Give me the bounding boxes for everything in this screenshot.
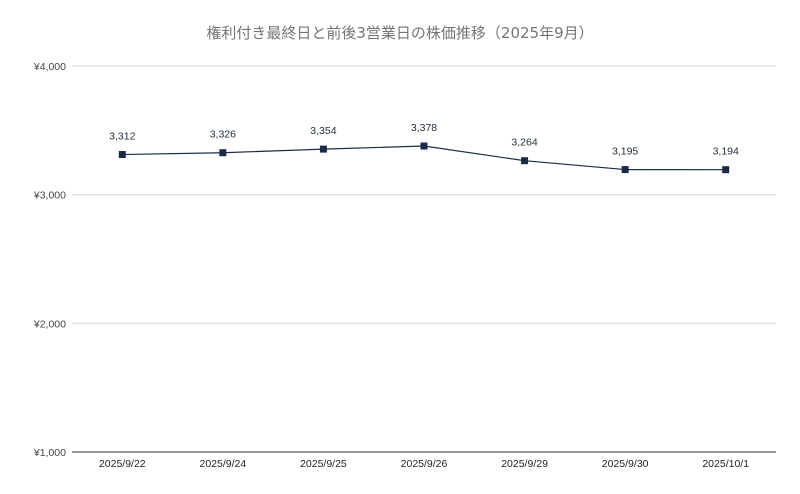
data-label: 3,195 [612, 146, 638, 158]
data-label: 3,312 [109, 131, 135, 143]
y-tick-label: ¥2,000 [33, 318, 66, 330]
data-point [722, 166, 730, 174]
y-tick-label: ¥3,000 [33, 190, 66, 202]
x-tick-label: 2025/9/26 [401, 458, 448, 470]
data-point [621, 166, 629, 174]
x-tick-label: 2025/9/25 [300, 458, 347, 470]
data-point [118, 151, 126, 159]
data-label: 3,378 [411, 122, 437, 134]
x-tick-label: 2025/10/1 [702, 458, 749, 470]
x-tick-label: 2025/9/24 [199, 458, 246, 470]
chart-title: 権利付き最終日と前後3営業日の株価推移（2025年9月） [206, 24, 594, 42]
data-point [420, 142, 428, 150]
data-label: 3,194 [713, 146, 739, 158]
y-tick-label: ¥4,000 [33, 61, 66, 73]
data-label: 3,264 [511, 137, 537, 149]
data-label: 3,354 [310, 125, 336, 137]
x-tick-label: 2025/9/30 [602, 458, 649, 470]
data-point [319, 145, 327, 153]
data-point [521, 157, 529, 165]
data-label: 3,326 [210, 129, 236, 141]
x-tick-label: 2025/9/29 [501, 458, 548, 470]
y-tick-label: ¥1,000 [33, 447, 66, 459]
data-point [219, 149, 227, 157]
x-tick-label: 2025/9/22 [99, 458, 146, 470]
